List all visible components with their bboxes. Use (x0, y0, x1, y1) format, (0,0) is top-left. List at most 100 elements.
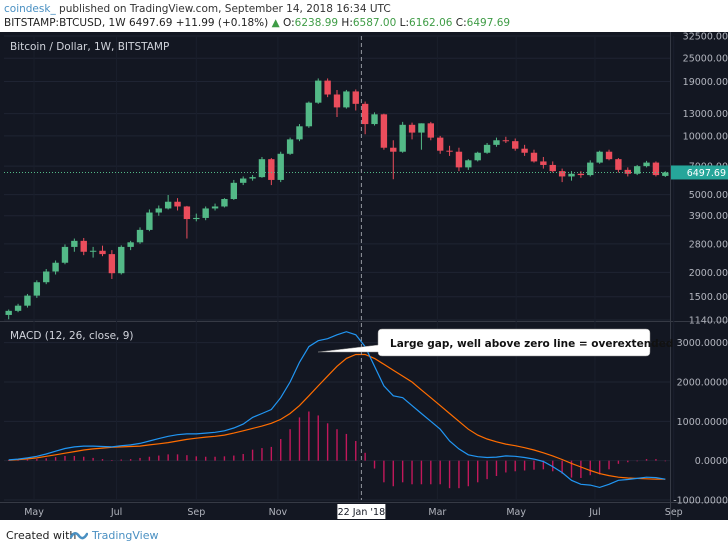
symbol-name: BITSTAMP:BTCUSD, 1W (4, 17, 126, 29)
histogram-bar (26, 459, 29, 461)
histogram-bar (289, 429, 291, 461)
histogram-bar (514, 460, 516, 472)
candle-body (512, 141, 519, 149)
time-tick-label: Jul (588, 507, 600, 518)
histogram-bar (373, 460, 376, 469)
histogram-bar (308, 411, 310, 461)
chart-svg[interactable]: 32500.00 25000.00 19000.00 13000.00 10000.00… (0, 32, 728, 520)
histogram-bar (101, 459, 104, 461)
histogram-bar (83, 456, 85, 461)
candle-body (361, 103, 369, 125)
candle-body (633, 166, 641, 174)
chart-area[interactable]: 32500.00 25000.00 19000.00 13000.00 10000.00… (0, 32, 728, 520)
symbol-line: BITSTAMP:BTCUSD, 1W 6497.69 +11.99 (+0.1… (4, 17, 510, 29)
candle-body (305, 102, 313, 127)
histogram-bar (280, 439, 282, 461)
time-tick-label: Sep (665, 507, 683, 518)
histogram-bar (176, 454, 179, 461)
candle-body (530, 152, 538, 162)
candle-body (249, 177, 256, 179)
candle-body (258, 159, 266, 178)
tradingview-logo-icon[interactable] (70, 528, 88, 542)
candle-body (80, 240, 87, 252)
ohlc-open: O:6238.99 (283, 17, 339, 29)
histogram-bar (505, 460, 507, 473)
macd-tick-label: 2000.0000 (677, 378, 728, 389)
histogram-bar (617, 460, 620, 464)
candle-body (662, 172, 669, 176)
price-tick-label: 10000.00 (683, 131, 728, 142)
histogram-bar (92, 457, 94, 461)
candle-body (315, 80, 322, 103)
histogram-bar (17, 460, 19, 461)
crosshair-date-label: 22 Jan '18 (338, 507, 385, 518)
candle-body (230, 182, 238, 200)
histogram-bar (233, 455, 235, 461)
candle-body (268, 159, 275, 180)
histogram-bar (608, 460, 610, 470)
histogram-bar (336, 429, 338, 461)
candle-body (652, 162, 660, 176)
histogram-bar (270, 446, 273, 461)
macd-pane-title: MACD (12, 26, close, 9) (10, 330, 133, 342)
histogram-bar (364, 452, 366, 461)
macd-pane[interactable] (7, 331, 667, 489)
candle-body (577, 173, 585, 176)
created-with-label: Created with (6, 529, 77, 542)
price-pane[interactable] (4, 78, 670, 320)
histogram-bar (636, 460, 638, 462)
histogram-bar (383, 460, 385, 483)
histogram-bar (523, 460, 526, 471)
candle-body (343, 91, 350, 108)
histogram-bar (195, 456, 197, 461)
candle-body (240, 178, 247, 183)
axes: 32500.00 25000.00 19000.00 13000.00 10000.00… (24, 32, 728, 519)
price-tick-label: 25000.00 (683, 54, 728, 65)
time-tick-label: Sep (187, 507, 205, 518)
histogram-bar (7, 460, 10, 461)
histogram-bar (664, 460, 667, 462)
price-tick-label: 2800.00 (689, 239, 728, 250)
candle-body (286, 139, 294, 154)
candle-body (99, 250, 106, 255)
time-tick-label: Jul (110, 507, 122, 518)
candle-body (202, 208, 209, 218)
histogram-bar (345, 433, 348, 461)
grid-lines (0, 32, 728, 520)
histogram-bar (36, 459, 38, 461)
histogram-bar (598, 460, 601, 475)
tradingview-link[interactable]: TradingView (92, 529, 159, 542)
histogram-bar (448, 460, 451, 489)
author-link[interactable]: coindesk_ (4, 3, 56, 15)
histogram-bar (73, 455, 76, 461)
histogram-bar (148, 456, 151, 461)
candle-body (89, 250, 97, 252)
annotation-callout: Large gap, well above zero line = overex… (317, 328, 673, 357)
last-price-badge (671, 165, 728, 180)
ohlc-low: L:6162.06 (399, 17, 453, 29)
histogram-bar (158, 455, 160, 461)
candle-body (605, 151, 613, 160)
histogram-bar (411, 460, 413, 485)
candle-body (324, 80, 331, 95)
up-arrow-icon: ▲ (271, 17, 280, 29)
histogram-bar (627, 460, 629, 463)
macd-tick-label: -1000.0000 (673, 496, 728, 507)
candle-body (474, 152, 481, 161)
candle-body (390, 147, 397, 152)
candle-body (352, 91, 359, 104)
histogram-bar (298, 417, 301, 461)
candle-body (211, 206, 219, 209)
time-tick-label: Nov (269, 507, 288, 518)
candle-body (52, 262, 59, 272)
candle-body (193, 217, 200, 220)
candle-body (483, 144, 491, 153)
price-tick-label: 19000.00 (683, 77, 728, 88)
candle-body (371, 114, 378, 125)
crosshair-date-badge (337, 504, 386, 519)
candle-body (71, 240, 78, 247)
histogram-bar (561, 460, 563, 474)
histogram-bar (420, 460, 423, 485)
time-tick-label: May (506, 507, 526, 518)
candle-body (333, 94, 341, 108)
